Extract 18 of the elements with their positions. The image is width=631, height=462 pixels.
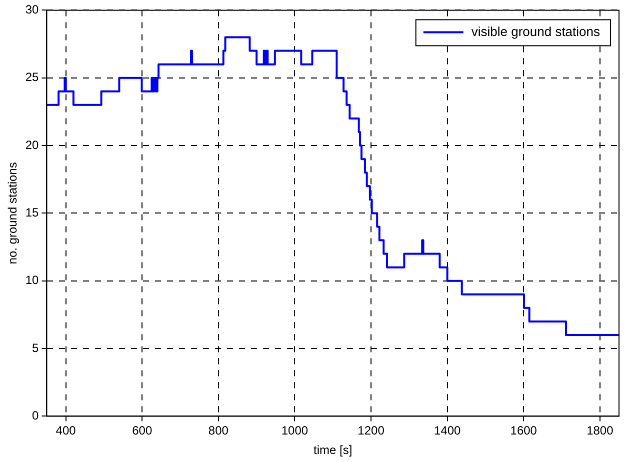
x-tick-label: 1000 — [281, 424, 308, 438]
x-tick-label: 400 — [56, 424, 76, 438]
y-tick-label: 0 — [32, 408, 40, 423]
y-tick-label: 15 — [25, 206, 40, 220]
x-tick-label: 1400 — [434, 424, 461, 438]
y-tick-label: 10 — [25, 273, 40, 288]
x-tick-label: 600 — [132, 424, 152, 438]
x-tick-label: 800 — [208, 424, 229, 438]
legend-label: visible ground stations — [471, 24, 600, 39]
y-tick-label: 20 — [25, 138, 40, 152]
y-tick-label: 5 — [32, 340, 40, 355]
x-axis-title: time [s] — [314, 443, 352, 458]
y-tick-label: 30 — [25, 2, 40, 17]
y-tick-label: 25 — [25, 70, 40, 84]
y-axis-title: no. ground stations — [6, 162, 20, 264]
x-tick-label: 1800 — [586, 424, 614, 438]
x-tick-label: 1200 — [358, 424, 385, 438]
x-tick-label: 1600 — [510, 424, 538, 438]
